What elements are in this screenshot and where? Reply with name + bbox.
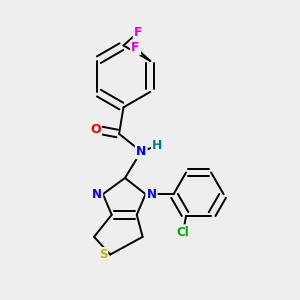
Text: Cl: Cl: [177, 226, 190, 238]
Text: F: F: [134, 26, 142, 39]
Text: N: N: [146, 188, 157, 201]
Text: S: S: [99, 248, 107, 261]
Text: N: N: [136, 145, 146, 158]
Text: O: O: [90, 123, 101, 136]
Text: H: H: [152, 139, 163, 152]
Text: F: F: [131, 41, 140, 54]
Text: N: N: [92, 188, 102, 201]
